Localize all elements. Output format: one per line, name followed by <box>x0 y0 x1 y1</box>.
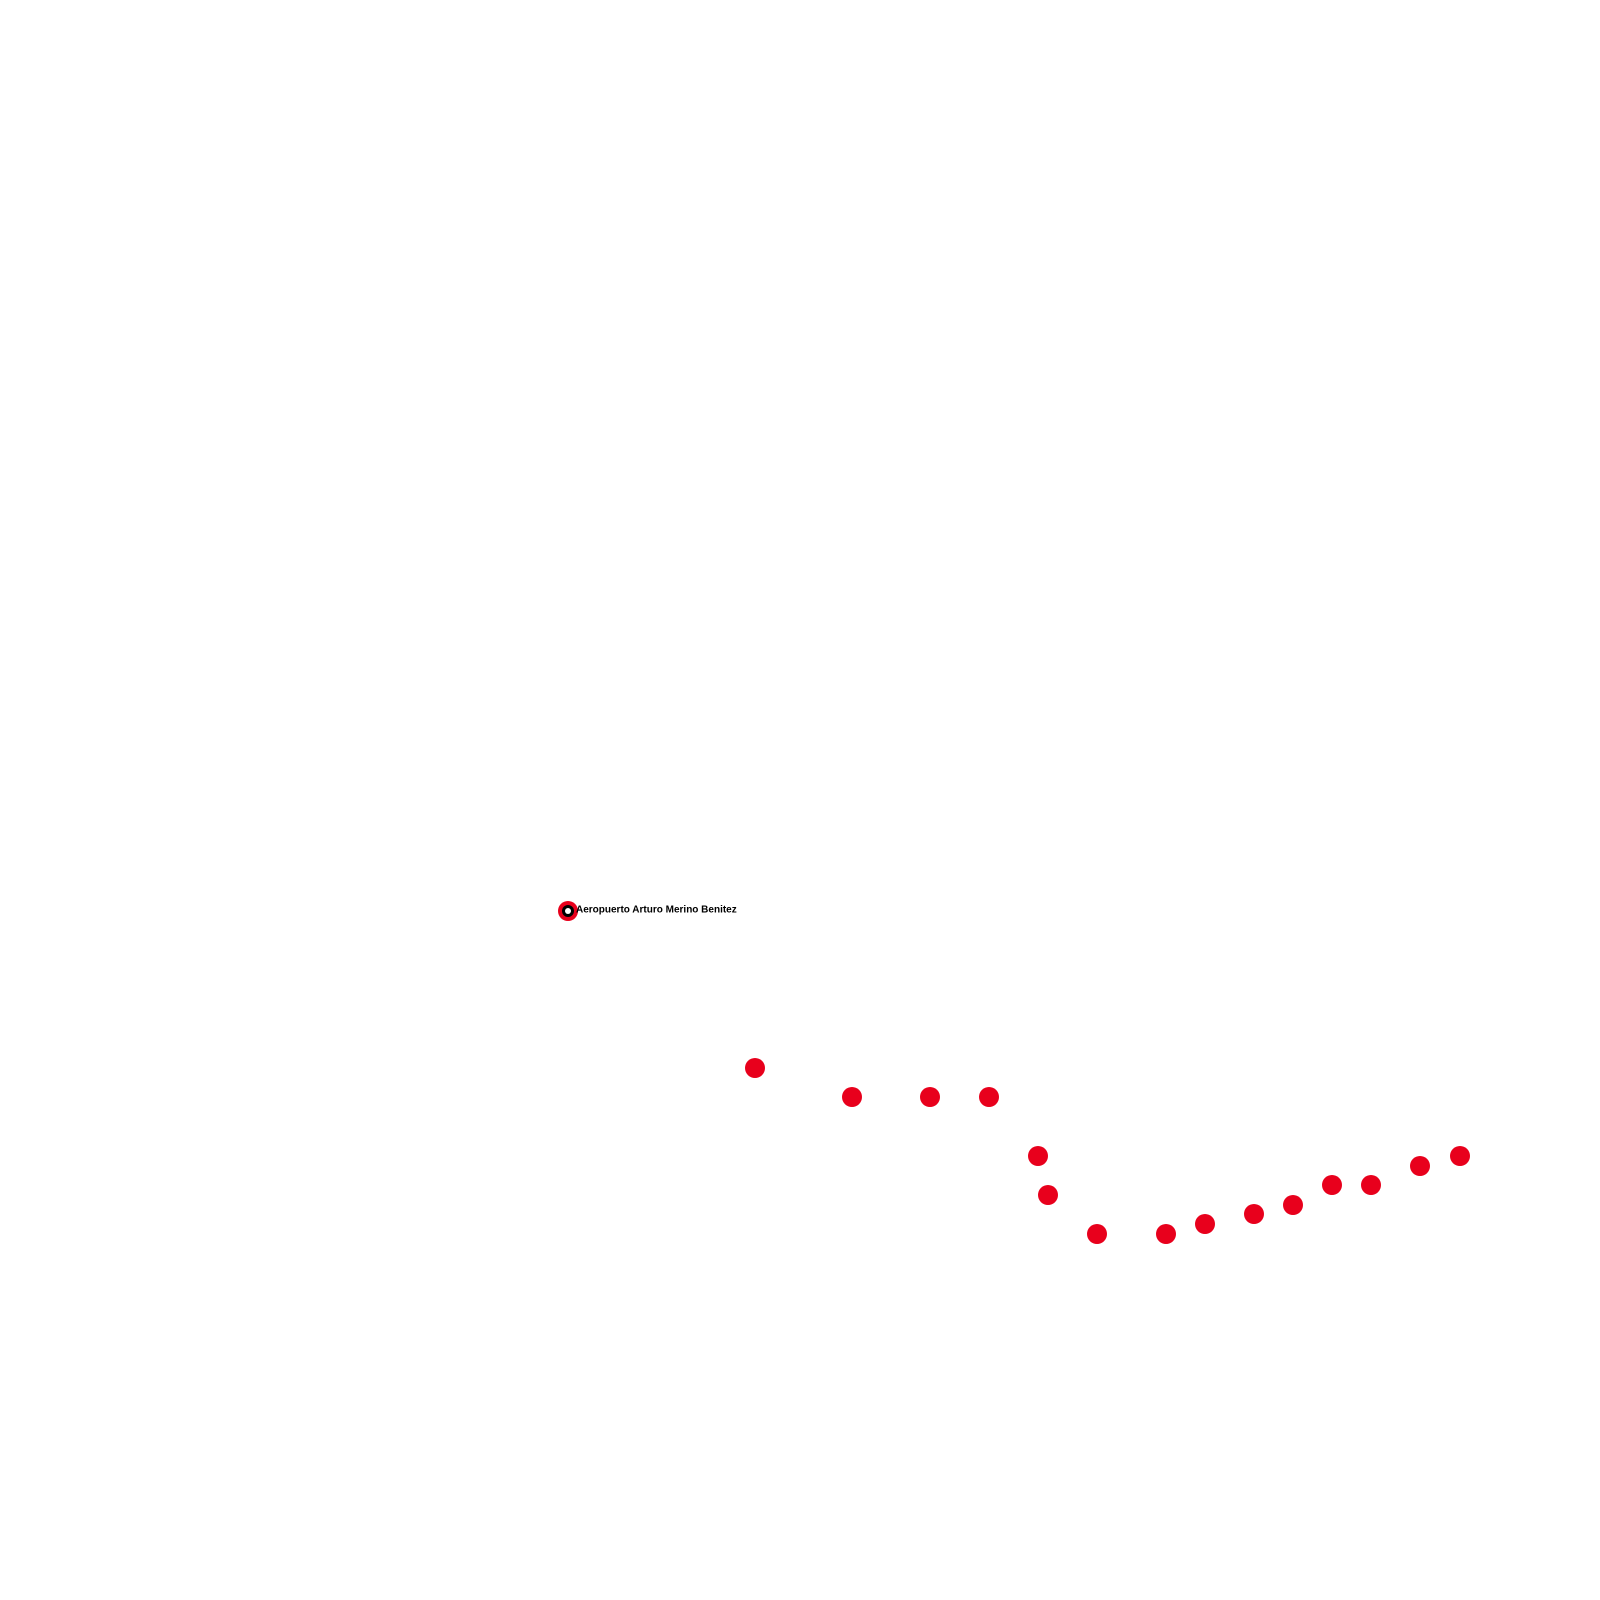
line-stops <box>745 1058 1470 1244</box>
station-dot <box>1195 1214 1215 1234</box>
station-dot <box>979 1087 999 1107</box>
airport-station: Aeropuerto Arturo Merino Benitez <box>558 901 737 921</box>
airport-center <box>565 908 571 914</box>
station-dot <box>842 1087 862 1107</box>
station-dot <box>1038 1185 1058 1205</box>
station-dot <box>1244 1204 1264 1224</box>
station-dot <box>1361 1175 1381 1195</box>
station-dot <box>1450 1146 1470 1166</box>
station-label: Aeropuerto Arturo Merino Benitez <box>576 905 737 916</box>
station-dot <box>1028 1146 1048 1166</box>
station-dot <box>920 1087 940 1107</box>
station-dot <box>1156 1224 1176 1244</box>
station-dot <box>1322 1175 1342 1195</box>
station-dot <box>1283 1195 1303 1215</box>
station-dot <box>745 1058 765 1078</box>
station-dot <box>1410 1156 1430 1176</box>
station-dot <box>1087 1224 1107 1244</box>
